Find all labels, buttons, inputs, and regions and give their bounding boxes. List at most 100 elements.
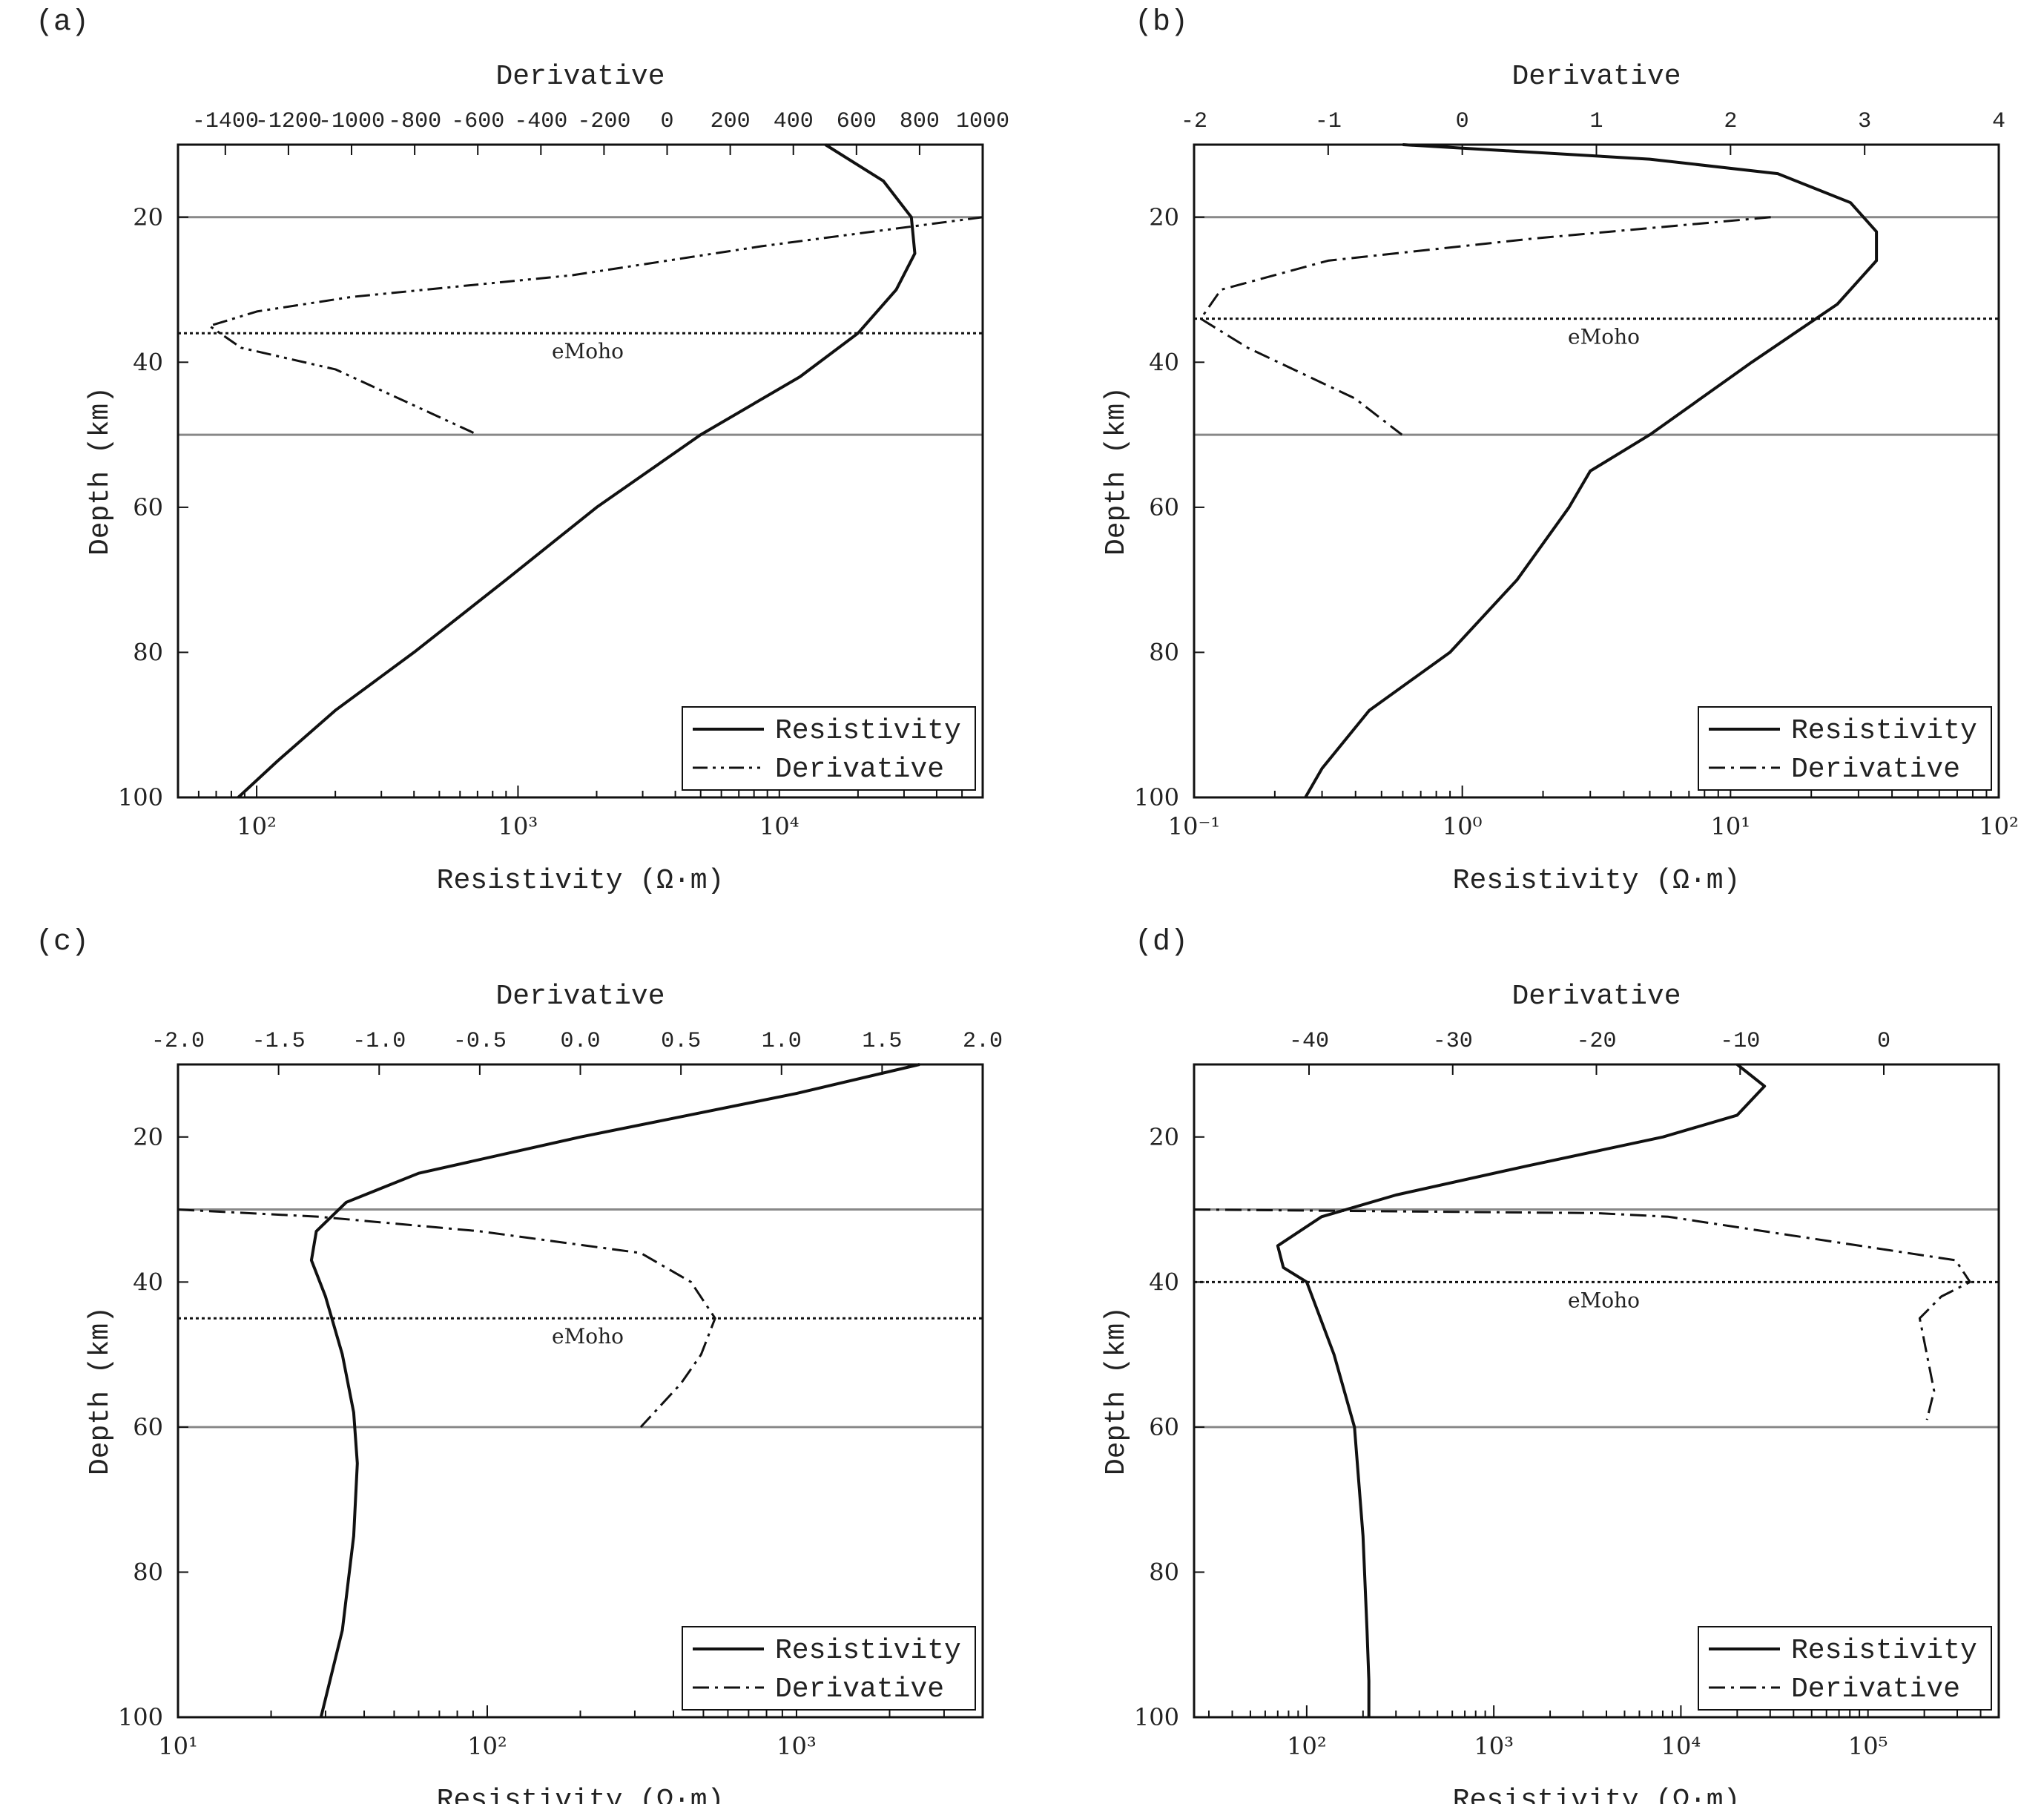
x2-tick-label: -30: [1433, 1029, 1473, 1054]
x-tick-label: 10²: [1979, 812, 2019, 840]
legend-entry: Resistivity: [775, 1635, 961, 1667]
chart-panel-1: (b) eMoho 10⁻¹ 10⁰ 10¹ 10² -2 -1 0 1 2 3 4 20 40 60 80 10…: [1101, 6, 2019, 897]
legend-entry: Derivative: [1791, 1673, 1960, 1705]
series-line-resistivity: [1304, 143, 1879, 798]
series-line-resistivity: [309, 1063, 920, 1718]
y-tick-label: 20: [1149, 1123, 1179, 1151]
x2-axis-title: Derivative: [1511, 981, 1681, 1013]
x-axis-title: Resistivity (Ω·m): [1453, 865, 1741, 897]
series-line-resistivity: [237, 143, 917, 799]
y-tick-label: 60: [133, 1413, 163, 1441]
legend-entry: Resistivity: [775, 715, 961, 747]
y-axis-title: Depth (km): [1101, 1306, 1133, 1475]
x2-tick-label: 0: [1456, 109, 1469, 134]
x2-tick-label: -400: [514, 109, 567, 134]
x-tick-label: 10⁰: [1443, 812, 1483, 840]
legend: Resistivity Derivative: [682, 706, 976, 791]
y-tick-label: 20: [133, 1123, 163, 1151]
series-line-resistivity: [1276, 1063, 1767, 1717]
x2-tick-label: 2: [1724, 109, 1737, 134]
legend-entry: Resistivity: [1791, 1635, 1977, 1667]
x2-tick-label: 1.0: [762, 1029, 802, 1054]
x-axis-title: Resistivity (Ω·m): [437, 1785, 725, 1804]
y-axis-title: Depth (km): [85, 386, 116, 556]
x2-tick-label: -1.5: [252, 1029, 306, 1054]
x2-tick-label: 1.5: [862, 1029, 902, 1054]
x-tick-label: 10⁻¹: [1168, 812, 1220, 840]
legend-entry: Derivative: [1791, 754, 1960, 786]
x2-tick-label: 0: [1877, 1029, 1890, 1054]
plot-frame: [177, 143, 984, 799]
x-tick-label: 10³: [777, 1732, 817, 1760]
y-axis-title: Depth (km): [85, 1306, 116, 1475]
emoho-label: eMoho: [552, 339, 624, 363]
x2-tick-label: -20: [1576, 1029, 1616, 1054]
x2-tick-label: 2.0: [963, 1029, 1003, 1054]
x-tick-label: 10¹: [1711, 812, 1751, 840]
y-tick-label: 60: [1149, 493, 1179, 521]
legend-frame: [1698, 1626, 1992, 1711]
y-tick-label: 80: [1149, 638, 1179, 666]
x2-tick-label: 4: [1992, 109, 2005, 134]
plot-frame: [1193, 1063, 2000, 1719]
legend-frame: [1698, 706, 1992, 791]
x2-axis-title: Derivative: [495, 981, 665, 1013]
x-tick-label: 10³: [498, 812, 538, 840]
x-tick-label: 10⁵: [1848, 1732, 1888, 1760]
y-tick-label: 40: [1149, 1268, 1179, 1296]
emoho-label: eMoho: [1568, 1288, 1640, 1312]
panel-label: (d): [1135, 926, 1188, 959]
x2-tick-label: 0.5: [661, 1029, 701, 1054]
x2-tick-label: -10: [1720, 1029, 1760, 1054]
chart-panel-3: (d) eMoho 10² 10³ 10⁴ 10⁵ -40 -30 -20 -10 0 20 40 60 8…: [1101, 926, 2000, 1804]
series-line-derivative: [1193, 1208, 1971, 1421]
y-tick-label: 80: [133, 1558, 163, 1586]
x2-tick-label: -2: [1181, 109, 1207, 134]
x2-tick-label: -1000: [318, 109, 385, 134]
y-tick-label: 40: [1149, 348, 1179, 376]
y-tick-label: 100: [118, 1703, 163, 1731]
y-axis-title: Depth (km): [1101, 386, 1133, 556]
x-tick-label: 10²: [237, 812, 277, 840]
emoho-label: eMoho: [1568, 325, 1640, 349]
chart-panel-2: (c) eMoho 10¹ 10² 10³ -2.0 -1.5 -1.0 -0.5 0.0 0.5 1…: [36, 926, 1003, 1804]
legend-entry: Derivative: [775, 754, 944, 786]
x-tick-label: 10⁴: [1661, 1732, 1701, 1760]
plot-frame: [1193, 143, 2000, 799]
x2-tick-label: 400: [774, 109, 814, 134]
x2-tick-label: -600: [451, 109, 504, 134]
x2-tick-label: -0.5: [453, 1029, 507, 1054]
legend: Resistivity Derivative: [682, 1626, 976, 1711]
y-tick-label: 40: [133, 348, 163, 376]
panel-label: (b): [1135, 6, 1188, 39]
y-tick-label: 40: [133, 1268, 163, 1296]
x2-tick-label: -1200: [255, 109, 322, 134]
x2-tick-label: 1: [1589, 109, 1603, 134]
x2-tick-label: 200: [711, 109, 751, 134]
y-tick-label: 100: [118, 783, 163, 812]
x-tick-label: 10²: [467, 1732, 507, 1760]
x2-tick-label: -1: [1315, 109, 1342, 134]
y-tick-label: 80: [133, 638, 163, 666]
y-tick-label: 100: [1134, 1703, 1179, 1731]
x2-tick-label: 600: [837, 109, 877, 134]
y-tick-label: 20: [1149, 203, 1179, 231]
x-tick-label: 10⁴: [759, 812, 800, 840]
x-tick-label: 10³: [1474, 1732, 1514, 1760]
x2-axis-title: Derivative: [1511, 61, 1681, 93]
y-tick-label: 100: [1134, 783, 1179, 812]
panel-label: (a): [36, 6, 89, 39]
x2-axis-title: Derivative: [495, 61, 665, 93]
x2-tick-label: -1400: [192, 109, 259, 134]
x-tick-label: 10²: [1287, 1732, 1327, 1760]
y-tick-label: 60: [133, 493, 163, 521]
legend-entry: Derivative: [775, 1673, 944, 1705]
x2-tick-label: 1000: [956, 109, 1009, 134]
x2-tick-label: -800: [388, 109, 441, 134]
x2-tick-label: 0: [661, 109, 674, 134]
legend: Resistivity Derivative: [1698, 706, 1992, 791]
y-tick-label: 80: [1149, 1558, 1179, 1586]
emoho-label: eMoho: [552, 1324, 624, 1349]
x2-tick-label: 800: [900, 109, 940, 134]
